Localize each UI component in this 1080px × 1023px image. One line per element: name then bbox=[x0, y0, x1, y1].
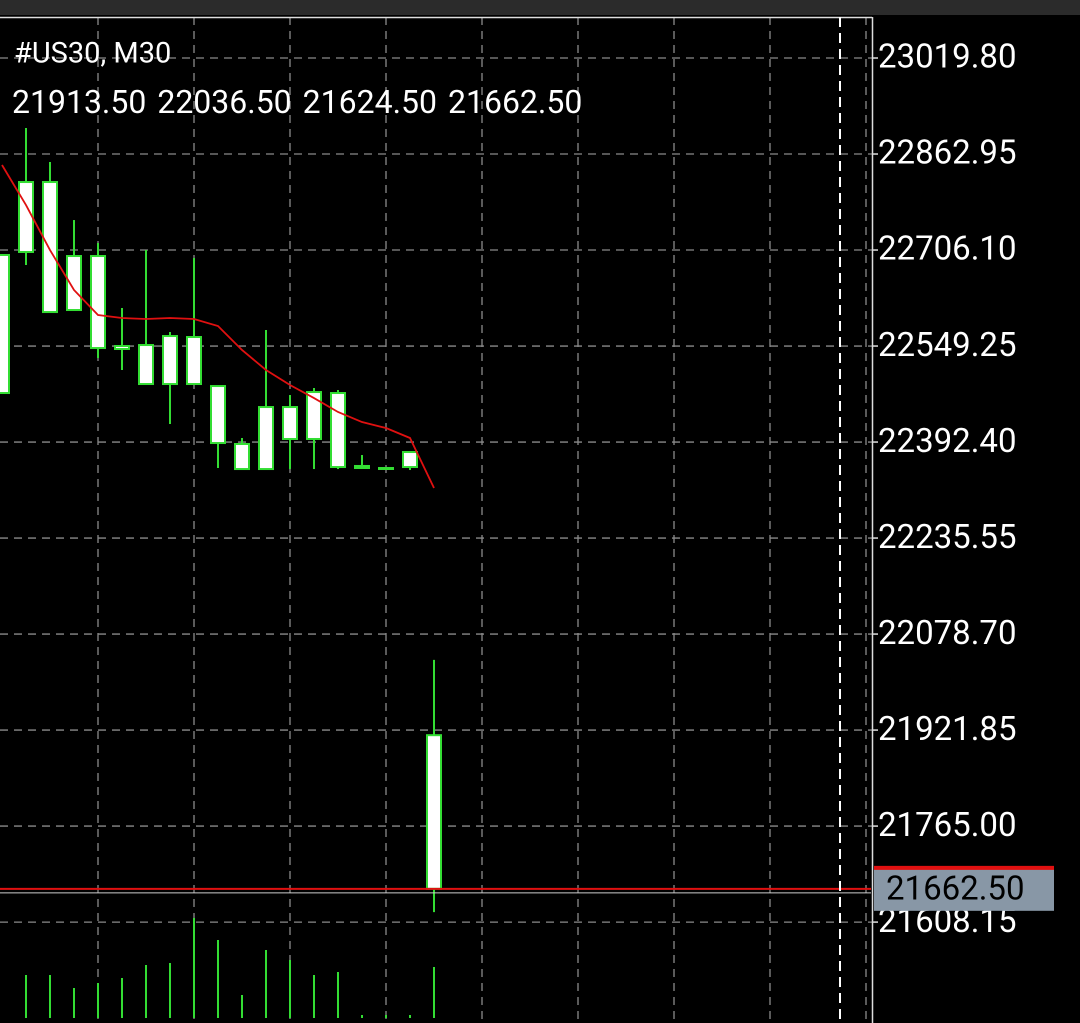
candle-body bbox=[234, 443, 250, 471]
ohlc-value: 21662.50 bbox=[448, 83, 582, 121]
price-axis: 23019.80 22862.95 22706.10 22549.25 22392.40… bbox=[872, 38, 1054, 941]
candle-body bbox=[210, 385, 226, 445]
candle-body bbox=[258, 406, 274, 471]
top-bar bbox=[0, 0, 1080, 15]
bid-label-box bbox=[874, 868, 1054, 911]
chart-title: #US30, M30 bbox=[14, 37, 171, 71]
candle-body bbox=[0, 253, 10, 395]
y-tick-label: 21921.85 bbox=[878, 710, 1017, 749]
candle-body bbox=[402, 451, 418, 469]
candle-body bbox=[18, 181, 34, 253]
plot-area bbox=[0, 128, 871, 1018]
y-tick-label: 22862.95 bbox=[878, 134, 1017, 173]
candle-body bbox=[162, 335, 178, 386]
y-tick-label: 22549.25 bbox=[878, 326, 1017, 365]
candle-body bbox=[378, 467, 394, 471]
bid-label: 21662.50 bbox=[886, 870, 1025, 909]
candle-body bbox=[42, 181, 58, 314]
y-tick-label: 22392.40 bbox=[878, 422, 1017, 461]
y-tick-label: 22078.70 bbox=[878, 614, 1017, 653]
candle-body bbox=[330, 392, 346, 469]
y-tick-label: 22706.10 bbox=[878, 230, 1017, 269]
candle-body bbox=[306, 391, 322, 440]
y-tick-label: 21765.00 bbox=[878, 806, 1017, 845]
ohlc-readout: 21913.50 22036.50 21624.50 21662.50 bbox=[12, 83, 582, 121]
candle-body bbox=[114, 345, 130, 351]
candle-body bbox=[282, 406, 298, 440]
ohlc-value: 21624.50 bbox=[303, 83, 437, 121]
ohlc-value: 21913.50 bbox=[12, 83, 146, 121]
candle-body bbox=[354, 464, 370, 470]
candle-body bbox=[186, 336, 202, 386]
y-tick-label: 23019.80 bbox=[878, 38, 1017, 77]
candle-body bbox=[138, 344, 154, 386]
candle-body bbox=[90, 255, 106, 350]
y-tick-label: 22235.55 bbox=[878, 518, 1017, 557]
ohlc-value: 22036.50 bbox=[157, 83, 291, 121]
candle-body bbox=[66, 255, 82, 312]
candle-body bbox=[426, 734, 442, 890]
moving-average bbox=[1, 164, 435, 489]
